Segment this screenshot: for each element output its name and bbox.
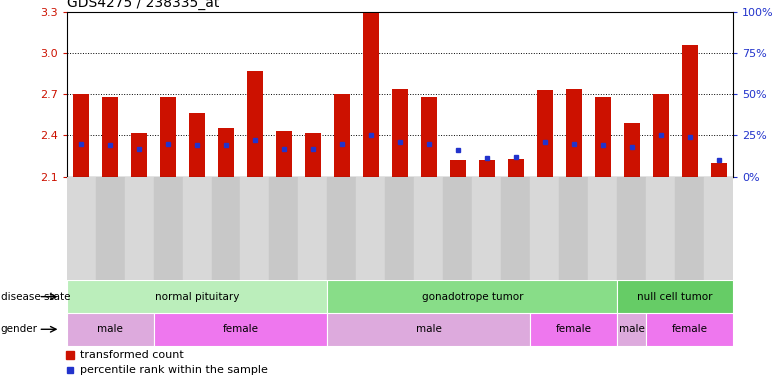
Bar [125, 177, 154, 280]
Text: null cell tumor: null cell tumor [637, 291, 713, 302]
Text: disease state: disease state [1, 291, 71, 302]
Text: normal pituitary: normal pituitary [154, 291, 239, 302]
Bar [472, 12, 501, 177]
Bar [131, 132, 147, 177]
Bar [443, 177, 472, 280]
Bar [652, 94, 669, 177]
Text: gender: gender [1, 324, 38, 334]
Bar [559, 177, 588, 280]
Text: male: male [619, 324, 644, 334]
Bar [450, 160, 466, 177]
Bar [530, 313, 617, 346]
Bar [299, 12, 328, 177]
Bar [154, 12, 183, 177]
Bar [328, 177, 357, 280]
Bar [386, 177, 414, 280]
Bar [704, 12, 733, 177]
Bar [67, 280, 328, 313]
Bar [530, 177, 559, 280]
Bar [710, 163, 727, 177]
Bar [617, 177, 646, 280]
Bar [328, 313, 530, 346]
Bar [212, 12, 241, 177]
Bar [595, 97, 611, 177]
Bar [67, 12, 96, 177]
Text: GDS4275 / 238335_at: GDS4275 / 238335_at [67, 0, 219, 10]
Text: female: female [672, 324, 708, 334]
Text: male: male [416, 324, 441, 334]
Bar [363, 13, 379, 177]
Text: percentile rank within the sample: percentile rank within the sample [80, 366, 268, 376]
Bar [421, 97, 437, 177]
Bar [212, 177, 241, 280]
Bar [276, 131, 292, 177]
Bar [414, 12, 443, 177]
Bar [125, 12, 154, 177]
Bar [646, 313, 733, 346]
Text: transformed count: transformed count [80, 350, 183, 360]
Bar [328, 12, 357, 177]
Bar [646, 177, 675, 280]
Bar [675, 177, 704, 280]
Bar [501, 177, 530, 280]
Bar [299, 177, 328, 280]
Bar [646, 12, 675, 177]
Bar [96, 12, 125, 177]
Bar [270, 177, 299, 280]
Bar [305, 132, 321, 177]
Bar [73, 94, 89, 177]
Bar [328, 280, 617, 313]
Text: female: female [223, 324, 259, 334]
Text: female: female [556, 324, 592, 334]
Bar [704, 177, 733, 280]
Bar [270, 12, 299, 177]
Bar [508, 159, 524, 177]
Bar [183, 177, 212, 280]
Bar [189, 113, 205, 177]
Bar [334, 94, 350, 177]
Bar [67, 177, 96, 280]
Bar [386, 12, 414, 177]
Bar [681, 45, 698, 177]
Bar [537, 90, 553, 177]
Bar [472, 177, 501, 280]
Bar [160, 97, 176, 177]
Bar [479, 160, 495, 177]
Bar [218, 129, 234, 177]
Text: gonadotrope tumor: gonadotrope tumor [422, 291, 523, 302]
Bar [414, 177, 443, 280]
Bar [617, 313, 646, 346]
Bar [588, 12, 617, 177]
Bar [247, 71, 263, 177]
Bar [623, 123, 640, 177]
Bar [96, 177, 125, 280]
Bar [67, 313, 154, 346]
Bar [241, 12, 270, 177]
Bar [559, 12, 588, 177]
Bar [501, 12, 530, 177]
Bar [617, 12, 646, 177]
Bar [617, 280, 733, 313]
Bar [241, 177, 270, 280]
Bar [154, 177, 183, 280]
Bar [530, 12, 559, 177]
Text: male: male [97, 324, 123, 334]
Bar [675, 12, 704, 177]
Bar [102, 97, 118, 177]
Bar [154, 313, 328, 346]
Bar [566, 89, 582, 177]
Bar [357, 177, 386, 280]
Bar [183, 12, 212, 177]
Bar [443, 12, 472, 177]
Bar [392, 89, 408, 177]
Bar [588, 177, 617, 280]
Bar [357, 12, 386, 177]
